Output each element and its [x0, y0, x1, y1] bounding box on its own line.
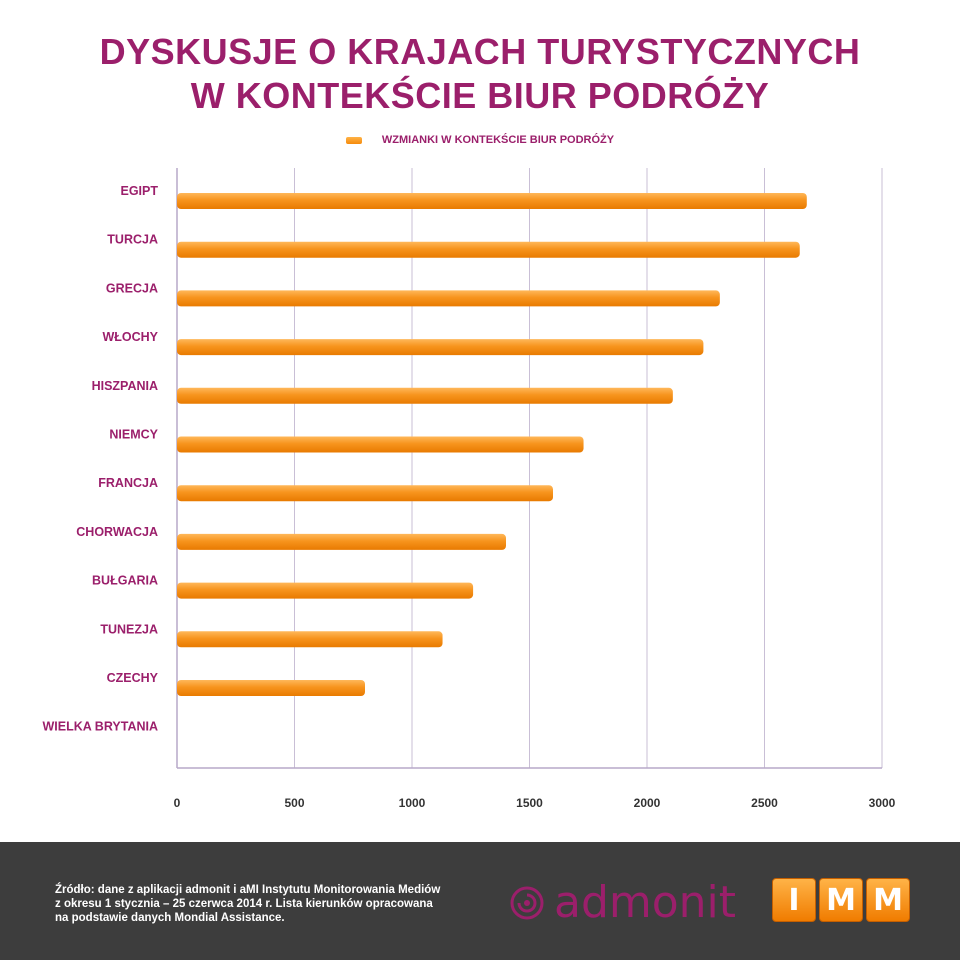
category-label: TUNEZJA [100, 622, 158, 636]
bar [177, 290, 720, 307]
x-tick-label: 3000 [869, 796, 896, 810]
bar [177, 485, 553, 502]
x-tick-label: 500 [284, 796, 304, 810]
imm-logo: I M M [772, 878, 913, 922]
bar-chart: EGIPT TURCJA GRECJA WŁOCHY HISZPANIA NIEMCY FR… [43, 168, 896, 810]
category-label: HISZPANIA [92, 379, 158, 393]
x-tick-label: 0 [174, 796, 181, 810]
category-label: TURCJA [107, 233, 158, 247]
bar [177, 436, 584, 453]
shell-icon [510, 886, 544, 920]
gridlines [176, 168, 883, 769]
footer: Źródło: dane z aplikacji admonit i aMI I… [0, 842, 960, 960]
x-tick-label: 1500 [516, 796, 543, 810]
category-labels: EGIPT TURCJA GRECJA WŁOCHY HISZPANIA NIEMCY FR… [43, 184, 159, 734]
admonit-logo: admonit [508, 878, 736, 928]
category-label: EGIPT [120, 184, 158, 198]
source-line-3: na podstawie danych Mondial Assistance. [55, 912, 285, 924]
imm-logo-letter: M [819, 878, 863, 922]
category-label: WIELKA BRYTANIA [43, 720, 159, 734]
bar [177, 533, 506, 550]
bar [177, 241, 800, 258]
x-tick-label: 2500 [751, 796, 778, 810]
bars [177, 193, 807, 696]
chart-title: DYSKUSJE O KRAJACH TURYSTYCZNYCH W KONTE… [0, 30, 960, 118]
source-note: Źródło: dane z aplikacji admonit i aMI I… [55, 883, 495, 925]
bar [177, 339, 704, 356]
category-label: WŁOCHY [102, 330, 158, 344]
legend-label: WZMIANKI W KONTEKŚCIE BIUR PODRÓŻY [381, 134, 615, 146]
category-label: FRANCJA [98, 476, 158, 490]
category-label: CHORWACJA [76, 525, 158, 539]
category-label: NIEMCY [109, 428, 158, 442]
bar [177, 387, 673, 404]
x-tick-label: 2000 [634, 796, 661, 810]
chart-title-line-1: DYSKUSJE O KRAJACH TURYSTYCZNYCH [99, 31, 861, 72]
imm-logo-letter: I [772, 878, 816, 922]
x-tick-label: 1000 [399, 796, 426, 810]
category-label: BUŁGARIA [92, 574, 158, 588]
source-line-1: Źródło: dane z aplikacji admonit i aMI I… [55, 884, 441, 896]
category-label: GRECJA [106, 281, 158, 295]
admonit-logo-text: admonit [554, 877, 737, 928]
chart-title-line-2: W KONTEKŚCIE BIUR PODRÓŻY [190, 75, 770, 116]
source-line-2: z okresu 1 stycznia – 25 czerwca 2014 r.… [55, 898, 433, 910]
bar [177, 631, 443, 648]
legend: WZMIANKI W KONTEKŚCIE BIUR PODRÓŻY [0, 134, 960, 146]
legend-swatch [345, 136, 362, 144]
imm-logo-letter: M [866, 878, 910, 922]
bar [177, 582, 474, 599]
bar [177, 680, 365, 696]
bar [177, 193, 807, 209]
category-label: CZECHY [107, 671, 159, 685]
x-tick-labels: 0 500 1000 1500 2000 2500 3000 [174, 796, 896, 810]
